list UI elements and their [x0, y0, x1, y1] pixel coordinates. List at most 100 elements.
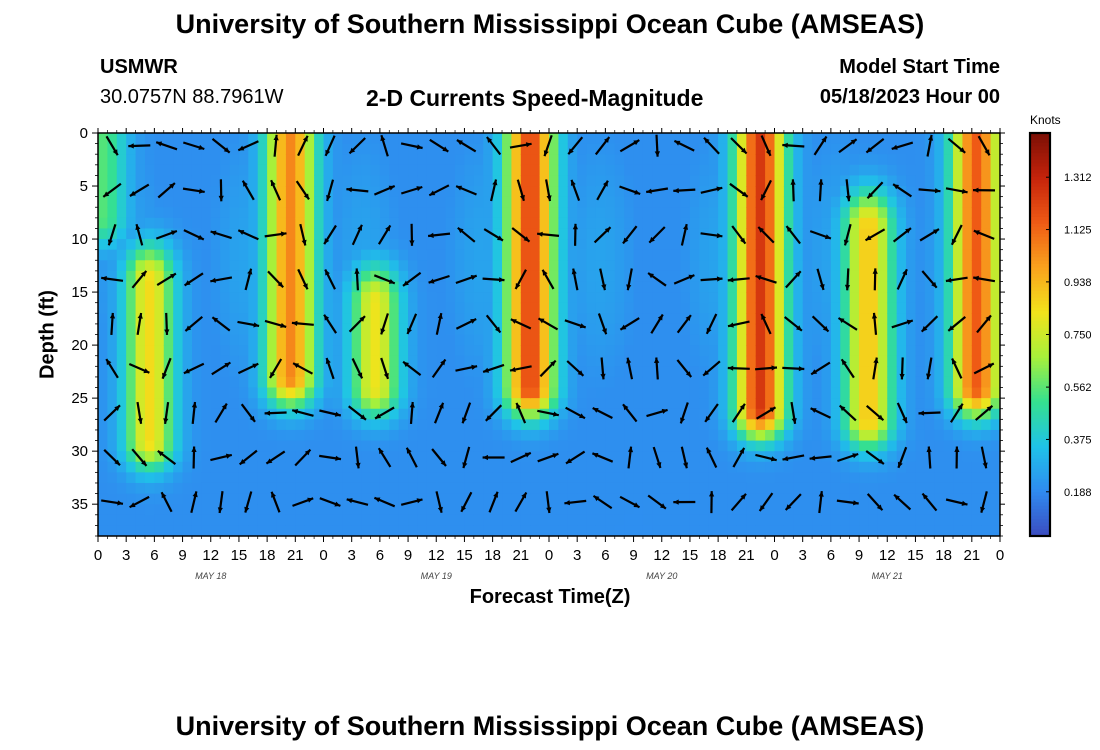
heatmap-cell [774, 355, 785, 367]
heatmap-cell [877, 313, 888, 325]
colorbar-segment [1030, 428, 1050, 433]
heatmap-cell [238, 196, 249, 208]
heatmap-cell [868, 207, 879, 219]
heatmap-cell [332, 143, 343, 155]
heatmap-cell [934, 429, 945, 442]
heatmap-cell [210, 429, 221, 442]
heatmap-cell [436, 217, 447, 230]
current-vector-head [739, 447, 745, 454]
heatmap-cell [671, 504, 682, 516]
heatmap-cell [896, 270, 907, 283]
heatmap-cell [126, 164, 137, 177]
current-vector-head [894, 494, 900, 501]
current-vector-head [170, 273, 176, 279]
x-tick-label: 21 [963, 547, 980, 564]
heatmap-cell [652, 514, 663, 526]
heatmap-cell [906, 345, 917, 357]
heatmap-cell [210, 196, 221, 208]
heatmap-cell [680, 292, 691, 304]
heatmap-cell [98, 228, 108, 240]
heatmap-cell [436, 207, 447, 219]
heatmap-cell [351, 376, 362, 389]
heatmap-cell [915, 419, 926, 431]
current-vector-head [403, 361, 409, 368]
heatmap-cell [201, 419, 212, 431]
heatmap-cell [689, 408, 700, 420]
heatmap-cell [445, 133, 456, 145]
heatmap-cell [953, 270, 964, 283]
heatmap-cell [887, 376, 898, 389]
heatmap-cell [502, 398, 513, 410]
station-coordinates: 30.0757N 88.7961W [100, 86, 284, 108]
heatmap-cell [257, 154, 268, 166]
heatmap-cell [962, 398, 973, 410]
heatmap-cell [718, 493, 729, 505]
heatmap-cell [502, 334, 513, 346]
heatmap-cell [455, 175, 466, 187]
heatmap-cell [840, 207, 851, 219]
heatmap-cell [445, 440, 456, 452]
heatmap-cell [652, 493, 663, 505]
heatmap-cell [144, 514, 155, 526]
heatmap-cell [718, 154, 729, 166]
heatmap-cell [389, 472, 400, 484]
heatmap-cell [934, 334, 945, 346]
heatmap-cell [323, 398, 334, 410]
heatmap-cell [492, 472, 503, 484]
heatmap-cell [483, 387, 494, 399]
heatmap-cell [210, 323, 221, 336]
heatmap-cell [163, 154, 174, 166]
heatmap-cell [812, 408, 823, 420]
heatmap-cell [595, 154, 606, 166]
heatmap-cell [426, 164, 437, 177]
heatmap-cell [116, 525, 127, 536]
heatmap-cell [962, 493, 973, 505]
current-vector-head [537, 231, 543, 237]
heatmap-cell [520, 186, 531, 198]
heatmap-cell [304, 398, 315, 410]
heatmap-cell [840, 217, 851, 230]
heatmap-cell [370, 482, 381, 495]
heatmap-cell [633, 514, 644, 526]
heatmap-cell [755, 429, 766, 442]
heatmap-cell [765, 387, 776, 399]
heatmap-cell [624, 493, 635, 505]
heatmap-cell [389, 281, 400, 293]
heatmap-cell [981, 429, 992, 442]
heatmap-cell [971, 493, 982, 505]
heatmap-cell [332, 504, 343, 516]
heatmap-cell [943, 154, 954, 166]
heatmap-cell [351, 143, 362, 155]
heatmap-cell [445, 164, 456, 177]
heatmap-cell [445, 493, 456, 505]
heatmap-cell [821, 175, 832, 187]
heatmap-cell [699, 345, 710, 357]
heatmap-cell [398, 313, 409, 325]
heatmap-cell [163, 493, 174, 505]
heatmap-cell [370, 154, 381, 166]
heatmap-cell [426, 196, 437, 208]
heatmap-cell [361, 249, 372, 261]
current-vector-head [680, 417, 685, 424]
heatmap-cell [614, 334, 625, 346]
colorbar-segment [1030, 398, 1050, 403]
current-vector-head [603, 180, 608, 187]
current-vector-head [516, 402, 521, 409]
heatmap-cell [398, 133, 409, 145]
heatmap-cell [304, 387, 315, 399]
heatmap-cell [830, 376, 841, 389]
heatmap-cell [765, 323, 776, 336]
heatmap-cell [342, 164, 353, 177]
heatmap-cell [962, 207, 973, 219]
heatmap-cell [342, 345, 353, 357]
heatmap-cell [502, 504, 513, 516]
heatmap-cell [906, 408, 917, 420]
heatmap-cell [802, 292, 813, 304]
heatmap-cell [370, 355, 381, 367]
heatmap-cell [426, 154, 437, 166]
heatmap-cell [971, 175, 982, 187]
heatmap-cell [238, 345, 249, 357]
heatmap-cell [238, 419, 249, 431]
heatmap-cell [135, 451, 146, 463]
heatmap-cell [605, 281, 616, 293]
